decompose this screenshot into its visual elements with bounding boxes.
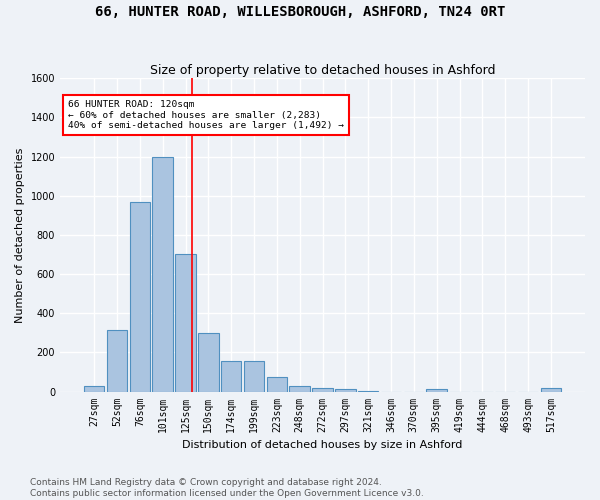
Bar <box>175 254 196 392</box>
Bar <box>107 330 127 392</box>
Bar <box>198 333 218 392</box>
Bar <box>541 388 561 392</box>
Title: Size of property relative to detached houses in Ashford: Size of property relative to detached ho… <box>150 64 495 77</box>
Bar <box>335 388 356 392</box>
Bar <box>244 361 264 392</box>
Bar <box>312 388 333 392</box>
Bar <box>266 377 287 392</box>
Bar <box>152 156 173 392</box>
Text: 66 HUNTER ROAD: 120sqm
← 60% of detached houses are smaller (2,283)
40% of semi-: 66 HUNTER ROAD: 120sqm ← 60% of detached… <box>68 100 344 130</box>
Bar <box>84 386 104 392</box>
Text: 66, HUNTER ROAD, WILLESBOROUGH, ASHFORD, TN24 0RT: 66, HUNTER ROAD, WILLESBOROUGH, ASHFORD,… <box>95 5 505 19</box>
Bar <box>130 202 150 392</box>
Bar <box>427 389 447 392</box>
Bar <box>358 390 379 392</box>
Y-axis label: Number of detached properties: Number of detached properties <box>15 147 25 322</box>
Bar <box>221 361 241 392</box>
X-axis label: Distribution of detached houses by size in Ashford: Distribution of detached houses by size … <box>182 440 463 450</box>
Bar <box>289 386 310 392</box>
Text: Contains HM Land Registry data © Crown copyright and database right 2024.
Contai: Contains HM Land Registry data © Crown c… <box>30 478 424 498</box>
